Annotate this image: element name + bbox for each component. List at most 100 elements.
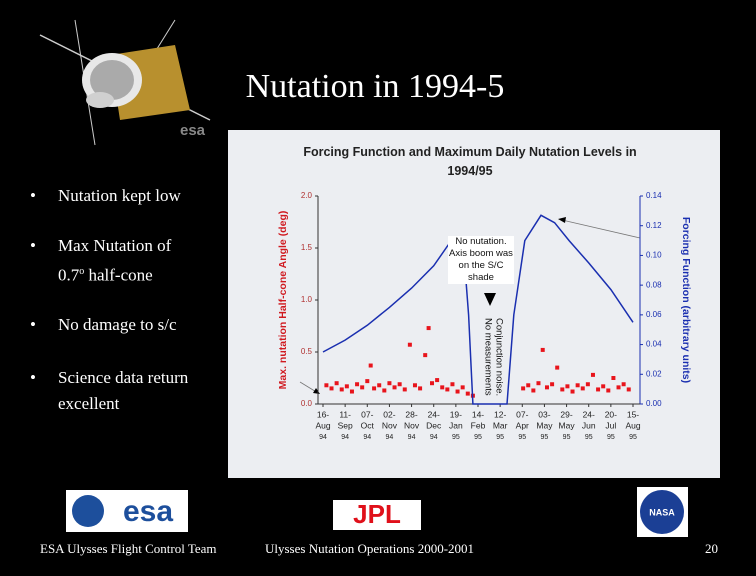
point [575, 383, 580, 388]
x-tick-label: 94 [341, 434, 349, 441]
point [392, 385, 397, 390]
y2-tick-label: 0.02 [646, 369, 662, 378]
point [601, 384, 606, 389]
point [560, 387, 565, 392]
point [626, 387, 631, 392]
point [426, 326, 431, 331]
y2-tick-label: 0.06 [646, 310, 662, 319]
y-tick-label: 1.0 [301, 295, 313, 304]
x-tick-label: Jun [582, 420, 596, 430]
x-tick-label: 19- [450, 409, 462, 419]
point [355, 382, 360, 387]
x-tick-label: Nov [382, 420, 398, 430]
x-tick-label: 02- [383, 409, 395, 419]
point [324, 383, 329, 388]
x-tick-label: 95 [629, 434, 637, 441]
point [334, 381, 339, 386]
point [455, 389, 460, 394]
point [450, 382, 455, 387]
x-tick-label: 94 [430, 434, 438, 441]
y2-tick-label: 0.00 [646, 399, 662, 408]
bullet-sup: o [79, 266, 85, 277]
y2-tick-label: 0.14 [646, 191, 662, 200]
bullet-text: half-cone [88, 265, 153, 285]
shade-marker [484, 293, 496, 306]
y2-tick-label: 0.04 [646, 340, 662, 349]
x-tick-label: 94 [363, 434, 371, 441]
point [377, 383, 382, 388]
point [360, 385, 365, 390]
x-tick-label: 07- [361, 409, 373, 419]
bullet-text: No damage to s/c [58, 315, 177, 334]
annotation-arrow [561, 219, 641, 239]
point [465, 391, 470, 396]
point [606, 388, 611, 393]
footer-center: Ulysses Nutation Operations 2000-2001 [265, 541, 474, 556]
esa-logo-mark [72, 495, 104, 527]
x-tick-label: Apr [516, 420, 529, 430]
point [435, 378, 440, 383]
chart-panel [228, 130, 720, 478]
bullet-text: Max Nutation of [58, 236, 172, 255]
point [536, 381, 541, 386]
point [412, 383, 417, 388]
point [402, 387, 407, 392]
point [555, 365, 560, 370]
point [540, 347, 545, 352]
point [368, 363, 373, 368]
x-tick-label: 12- [494, 409, 506, 419]
line [322, 214, 634, 405]
esa-logo-text: esa [123, 495, 173, 528]
x-tick-label: Jul [605, 420, 616, 430]
y2-axis-title: Forcing Function (arbitrary units) [680, 217, 692, 383]
x-tick-label: Dec [426, 420, 442, 430]
x-tick-label: May [559, 420, 576, 430]
x-tick-label: Nov [404, 420, 420, 430]
x-tick-label: 94 [408, 434, 416, 441]
slide-title: Nutation in 1994-5 [245, 68, 505, 105]
point [550, 382, 555, 387]
y-tick-label: 0.0 [301, 399, 313, 408]
x-tick-label: 07- [516, 409, 528, 419]
x-tick-label: 95 [474, 434, 482, 441]
point [565, 384, 570, 389]
chart-title: Forcing Function and Maximum Daily Nutat… [303, 145, 637, 178]
x-tick-label: 95 [452, 434, 460, 441]
point [365, 379, 370, 384]
x-tick-label: Oct [361, 420, 375, 430]
satellite-label: esa [180, 122, 206, 139]
x-tick-label: 11- [339, 409, 351, 419]
x-tick-label: 28- [405, 409, 417, 419]
x-tick-label: Mar [493, 420, 508, 430]
point [430, 381, 435, 386]
x-tick-label: 94 [386, 434, 394, 441]
point [445, 387, 450, 392]
point [418, 386, 423, 391]
y2-tick-label: 0.10 [646, 251, 662, 260]
x-tick-label: Aug [625, 420, 640, 430]
x-tick-label: 14- [472, 409, 484, 419]
satellite-image [39, 19, 211, 146]
y-tick-label: 1.5 [301, 243, 313, 252]
x-tick-label: 29- [560, 409, 572, 419]
x-tick-label: 16- [317, 409, 329, 419]
point [611, 376, 616, 380]
annotation: Conjunction noise. [493, 318, 504, 396]
x-tick-label: 24- [428, 409, 440, 419]
y-axis-title: Max. nutation Half-cone Angle (deg) [277, 211, 289, 390]
x-tick-label: 20- [605, 409, 617, 419]
x-tick-label: Jan [449, 420, 463, 430]
point [344, 384, 349, 389]
point [382, 388, 387, 393]
jpl-logo-box [333, 500, 421, 530]
point [349, 389, 354, 394]
x-tick-label: 15- [627, 409, 639, 419]
point [397, 382, 402, 387]
point [460, 385, 465, 390]
point [339, 387, 344, 392]
x-tick-label: 95 [541, 434, 549, 441]
point [372, 386, 377, 391]
x-tick-label: 24- [583, 409, 595, 419]
point [526, 383, 531, 388]
x-tick-label: 95 [585, 434, 593, 441]
